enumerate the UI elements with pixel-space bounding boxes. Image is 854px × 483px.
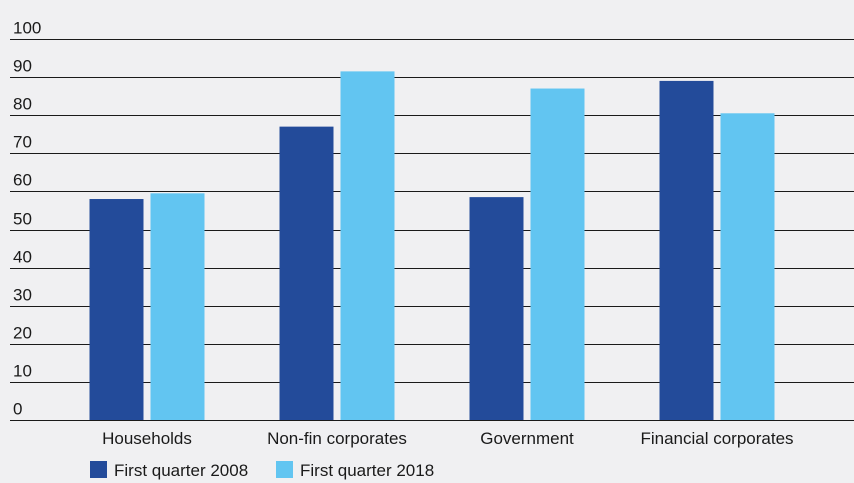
y-tick-label-40: 40 [13,248,32,267]
bar-financial-corporates-series-1 [659,80,714,420]
x-axis-category-labels: Households Non-fin corporates Government Fi… [102,429,793,448]
y-tick-label-50: 50 [13,210,32,229]
y-tick-label-100: 100 [13,19,41,38]
y-tick-label-70: 70 [13,133,32,152]
bar-households-series-1 [89,199,144,420]
bar-non-fin-corporates-series-2 [340,71,395,420]
legend-swatch-series-2 [276,461,293,478]
bar-non-fin-corporates-series-1 [279,126,334,420]
y-tick-label-80: 80 [13,95,32,114]
y-axis-tick-labels: 0 10 20 30 40 50 60 70 80 90 100 [13,19,41,419]
x-category-label: Financial corporates [640,429,793,448]
x-category-label: Non-fin corporates [267,429,407,448]
x-category-label: Households [102,429,192,448]
y-tick-label-10: 10 [13,362,32,381]
bar-households-series-2 [150,193,205,420]
y-tick-label-60: 60 [13,171,32,190]
y-tick-label-20: 20 [13,324,32,343]
y-tick-label-90: 90 [13,57,32,76]
y-tick-label-30: 30 [13,286,32,305]
x-category-label: Government [480,429,574,448]
legend: First quarter 2008 First quarter 2018 [90,461,434,480]
bar-financial-corporates-series-2 [720,113,775,421]
legend-label-series-2: First quarter 2018 [300,461,434,480]
bar-government-series-1 [469,197,524,420]
legend-label-series-1: First quarter 2008 [114,461,248,480]
bars [10,71,854,421]
bar-government-series-2 [530,88,585,420]
legend-swatch-series-1 [90,461,107,478]
y-tick-label-0: 0 [13,400,22,419]
